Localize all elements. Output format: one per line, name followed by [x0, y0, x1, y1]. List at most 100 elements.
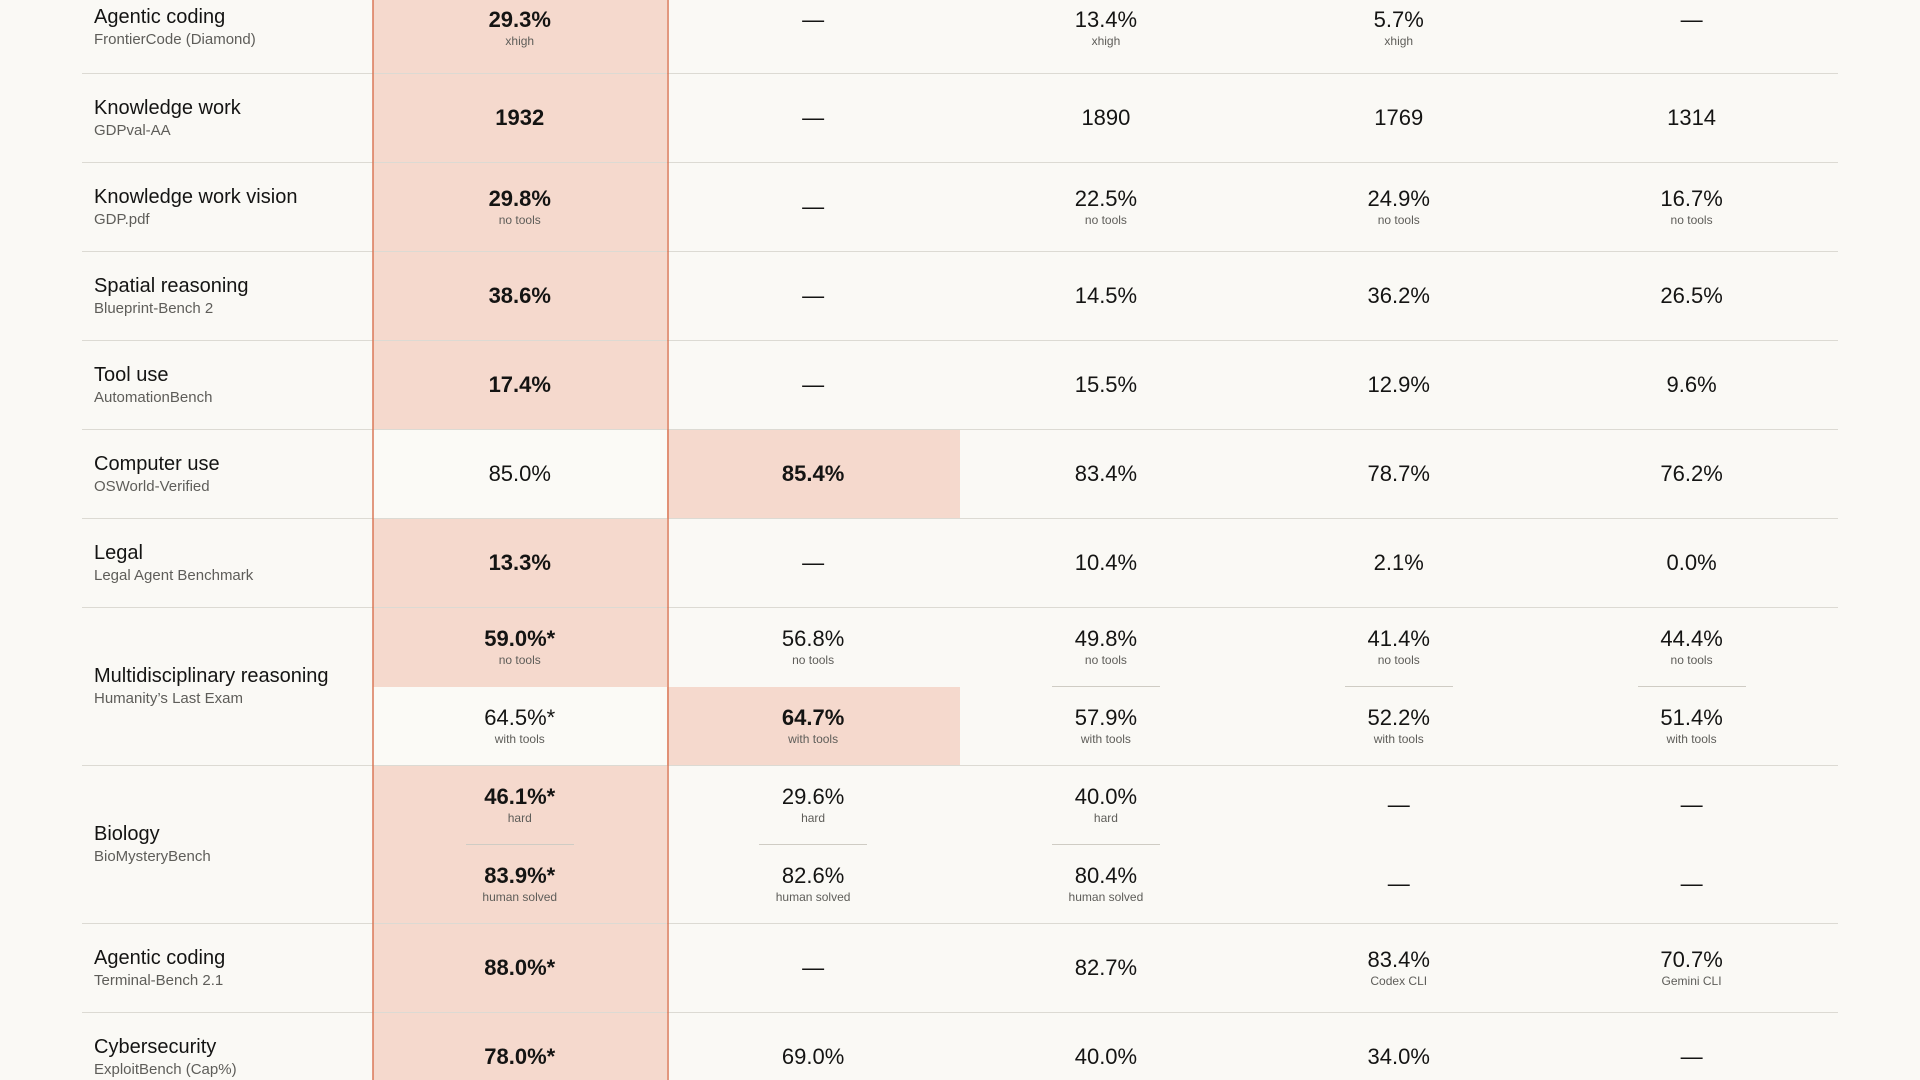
score-cell: 17.4% [373, 341, 667, 429]
model-column-1: 29.3% xhigh [373, 0, 667, 73]
score-note: with tools [1374, 731, 1424, 747]
model-column-4: 2.1% [1252, 519, 1545, 607]
score-cell: 56.8% no tools [667, 608, 960, 687]
benchmark-name: Terminal-Bench 2.1 [94, 971, 373, 991]
table-row: Knowledge work vision GDP.pdf 29.8% no tool… [82, 163, 1838, 252]
category-label: Knowledge work [94, 96, 373, 120]
score-value: 13.4% [1075, 7, 1137, 33]
score-value: 34.0% [1368, 1044, 1430, 1070]
score-value: 29.8% [489, 186, 551, 212]
score-cell: 9.6% [1545, 341, 1838, 429]
benchmark-name: AutomationBench [94, 388, 373, 408]
category-label: Multidisciplinary reasoning [94, 664, 373, 688]
model-column-2: — [667, 519, 960, 607]
model-column-4: 78.7% [1252, 430, 1545, 518]
score-cell: — [1545, 1013, 1838, 1080]
no-score-dash: — [802, 194, 824, 220]
model-column-1: 59.0%* no tools 64.5%* with tools [373, 608, 667, 765]
score-value: 9.6% [1666, 372, 1716, 398]
score-value: 49.8% [1075, 626, 1137, 652]
score-cell: 26.5% [1545, 252, 1838, 340]
score-cell: — [667, 341, 960, 429]
model-column-3: 22.5% no tools [960, 163, 1253, 251]
score-cell: 29.8% no tools [373, 163, 667, 251]
score-value: 76.2% [1660, 461, 1722, 487]
model-column-5: 76.2% [1545, 430, 1838, 518]
model-column-5: 44.4% no tools 51.4% with tools [1545, 608, 1838, 765]
score-cell: 1932 [373, 74, 667, 162]
score-note: Codex CLI [1370, 973, 1427, 989]
score-value: 38.6% [489, 283, 551, 309]
model-column-1: 1932 [373, 74, 667, 162]
model-column-2: — [667, 74, 960, 162]
score-cell: 36.2% [1252, 252, 1545, 340]
score-cell: 13.3% [373, 519, 667, 607]
score-cell: 46.1%* hard [373, 766, 667, 845]
score-cell: 12.9% [1252, 341, 1545, 429]
score-value: 88.0%* [484, 955, 555, 981]
model-column-5: — [1545, 0, 1838, 73]
category-label: Agentic coding [94, 5, 373, 29]
model-column-4: 24.9% no tools [1252, 163, 1545, 251]
category-label: Agentic coding [94, 946, 373, 970]
table-row: Cybersecurity ExploitBench (Cap%) 78.0%* 69… [82, 1013, 1838, 1080]
model-column-4: 36.2% [1252, 252, 1545, 340]
score-cell: 13.4% xhigh [960, 0, 1253, 73]
score-value: 69.0% [782, 1044, 844, 1070]
score-value: 80.4% [1075, 863, 1137, 889]
score-note: Gemini CLI [1662, 973, 1722, 989]
score-note: hard [508, 810, 532, 826]
score-value: 1314 [1667, 105, 1716, 131]
score-cell: 41.4% no tools [1252, 608, 1545, 687]
score-value: 70.7% [1660, 947, 1722, 973]
score-value: 24.9% [1368, 186, 1430, 212]
model-column-1: 38.6% [373, 252, 667, 340]
no-score-dash: — [802, 372, 824, 398]
model-column-1: 29.8% no tools [373, 163, 667, 251]
score-note: hard [801, 810, 825, 826]
score-value: 56.8% [782, 626, 844, 652]
score-note: xhigh [1384, 33, 1413, 49]
no-score-dash: — [1681, 1044, 1703, 1070]
benchmark-name: GDPval-AA [94, 121, 373, 141]
score-cell: 80.4% human solved [960, 845, 1253, 924]
no-score-dash: — [802, 955, 824, 981]
score-cell: 34.0% [1252, 1013, 1545, 1080]
model-column-1: 13.3% [373, 519, 667, 607]
score-cell: 29.3% xhigh [373, 0, 667, 73]
score-cell: 82.6% human solved [667, 845, 960, 924]
score-value: 85.0% [489, 461, 551, 487]
model-column-5: 70.7% Gemini CLI [1545, 924, 1838, 1012]
model-column-4: — — [1252, 766, 1545, 923]
score-note: human solved [482, 889, 557, 905]
score-cell: — [1252, 766, 1545, 845]
model-column-4: 83.4% Codex CLI [1252, 924, 1545, 1012]
model-column-1: 78.0%* [373, 1013, 667, 1080]
score-note: no tools [1085, 212, 1127, 228]
model-column-3: 13.4% xhigh [960, 0, 1253, 73]
score-value: 46.1%* [484, 784, 555, 810]
score-cell: — [1545, 845, 1838, 924]
model-column-3: 40.0% hard 80.4% human solved [960, 766, 1253, 923]
score-cell: 78.0%* [373, 1013, 667, 1080]
score-value: 1890 [1081, 105, 1130, 131]
model-column-2: 56.8% no tools 64.7% with tools [667, 608, 960, 765]
score-value: 40.0% [1075, 1044, 1137, 1070]
model-column-1: 46.1%* hard 83.9%* human solved [373, 766, 667, 923]
row-label: Tool use AutomationBench [82, 341, 373, 429]
row-label: Biology BioMysteryBench [82, 766, 373, 923]
score-cell: 29.6% hard [667, 766, 960, 845]
category-label: Spatial reasoning [94, 274, 373, 298]
score-value: 83.4% [1075, 461, 1137, 487]
score-note: hard [1094, 810, 1118, 826]
no-score-dash: — [1388, 792, 1410, 818]
model-column-5: 0.0% [1545, 519, 1838, 607]
no-score-dash: — [1681, 871, 1703, 897]
score-note: no tools [1671, 652, 1713, 668]
score-value: 5.7% [1374, 7, 1424, 33]
benchmark-name: Blueprint-Bench 2 [94, 299, 373, 319]
score-cell: 1890 [960, 74, 1253, 162]
score-value: 36.2% [1368, 283, 1430, 309]
benchmark-name: Humanity’s Last Exam [94, 689, 373, 709]
